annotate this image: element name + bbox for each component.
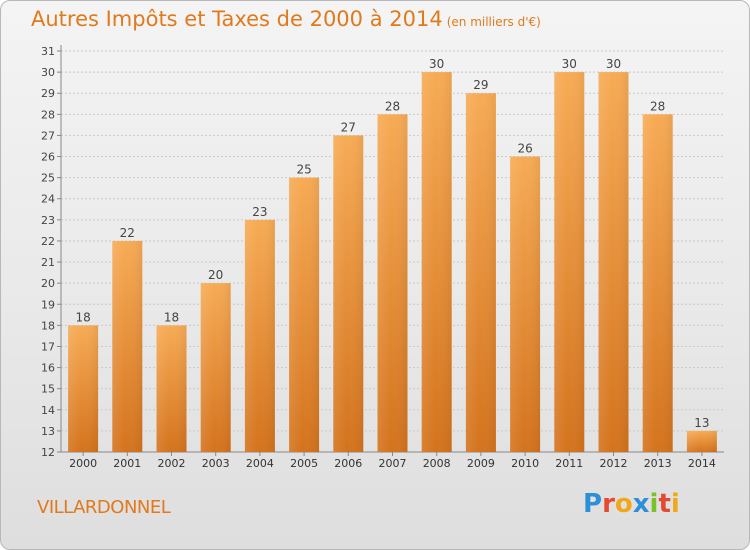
y-tick-label: 31 (41, 45, 55, 58)
x-tick-label: 2008 (423, 457, 451, 470)
y-tick-label: 23 (41, 214, 55, 227)
bars-layer (68, 72, 717, 453)
bar-value-label: 28 (385, 99, 400, 113)
x-tick-label: 2011 (555, 457, 583, 470)
y-tick-label: 15 (41, 383, 55, 396)
y-tick-label: 29 (41, 87, 55, 100)
y-tick-label: 30 (41, 66, 55, 79)
y-tick-label: 14 (41, 404, 55, 417)
bar-value-label: 29 (473, 78, 488, 92)
bar-sheen (244, 219, 275, 452)
bar-value-label: 18 (164, 310, 179, 324)
x-tick-label: 2010 (511, 457, 539, 470)
x-tick-label: 2012 (600, 457, 628, 470)
proxiti-logo[interactable]: Proxiti (583, 489, 680, 519)
logo-letter: r (602, 489, 615, 519)
chart-title: Autres Impôts et Taxes de 2000 à 2014 (en… (31, 7, 541, 31)
bar-sheen (156, 325, 187, 452)
bar-sheen (642, 114, 673, 452)
y-tick-label: 13 (41, 425, 55, 438)
logo-letter: o (614, 489, 633, 519)
bar-sheen (112, 240, 143, 452)
x-tick-label: 2007 (379, 457, 407, 470)
bar-sheen (510, 156, 541, 453)
bar-value-label: 18 (75, 310, 90, 324)
bar-value-label: 30 (429, 57, 444, 71)
x-tick-label: 2005 (290, 457, 318, 470)
y-tick-label: 19 (41, 298, 55, 311)
y-tick-label: 22 (41, 235, 55, 248)
x-tick-label: 2009 (467, 457, 495, 470)
logo-letter: x (632, 489, 650, 519)
y-tick-label: 25 (41, 172, 55, 185)
bar-sheen (686, 430, 717, 452)
bar-value-label: 27 (341, 120, 356, 134)
chart-unit: (en milliers d'€) (446, 15, 541, 29)
bar-value-label: 26 (517, 142, 532, 156)
logo-letter: P (583, 489, 603, 519)
commune-name: VILLARDONNEL (37, 497, 171, 518)
x-tick-label: 2004 (246, 457, 274, 470)
x-tick-label: 2002 (158, 457, 186, 470)
x-tick-label: 2006 (334, 457, 362, 470)
bar-sheen (421, 72, 452, 453)
y-tick-label: 17 (41, 340, 55, 353)
bar-value-label: 30 (606, 57, 621, 71)
bar-sheen (465, 93, 496, 453)
y-tick-label: 27 (41, 129, 55, 142)
logo-letter: t (658, 489, 671, 519)
bar-value-label: 13 (694, 416, 709, 430)
bar-value-label: 28 (650, 99, 665, 113)
bar-value-label: 30 (562, 57, 577, 71)
bar-sheen (289, 177, 320, 452)
logo-letter: i (670, 489, 680, 519)
chart-title-text: Autres Impôts et Taxes de 2000 à 2014 (31, 7, 443, 31)
y-tick-label: 20 (41, 277, 55, 290)
logo-letter: i (649, 489, 659, 519)
x-tick-label: 2014 (688, 457, 716, 470)
bar-sheen (68, 325, 99, 452)
x-tick-label: 2003 (202, 457, 230, 470)
x-tick-label: 2001 (113, 457, 141, 470)
y-tick-label: 12 (41, 446, 55, 459)
y-tick-label: 26 (41, 151, 55, 164)
y-tick-label: 18 (41, 319, 55, 332)
bar-value-label: 23 (252, 205, 267, 219)
bar-sheen (598, 72, 629, 453)
bar-value-label: 22 (120, 226, 135, 240)
bar-value-label: 25 (296, 163, 311, 177)
y-tick-label: 21 (41, 256, 55, 269)
labels-layer: 12 13 14 15 16 17 18 19 20 21 22 23 24 25 26 27 28 29 30 31… (41, 45, 716, 470)
bar-value-label: 20 (208, 268, 223, 282)
x-tick-label: 2013 (644, 457, 672, 470)
bar-sheen (377, 114, 408, 452)
y-tick-label: 24 (41, 193, 55, 206)
bar-sheen (554, 72, 585, 453)
y-tick-label: 28 (41, 108, 55, 121)
x-tick-label: 2000 (69, 457, 97, 470)
bar-sheen (200, 283, 231, 452)
y-tick-label: 16 (41, 362, 55, 375)
bar-sheen (333, 135, 364, 452)
